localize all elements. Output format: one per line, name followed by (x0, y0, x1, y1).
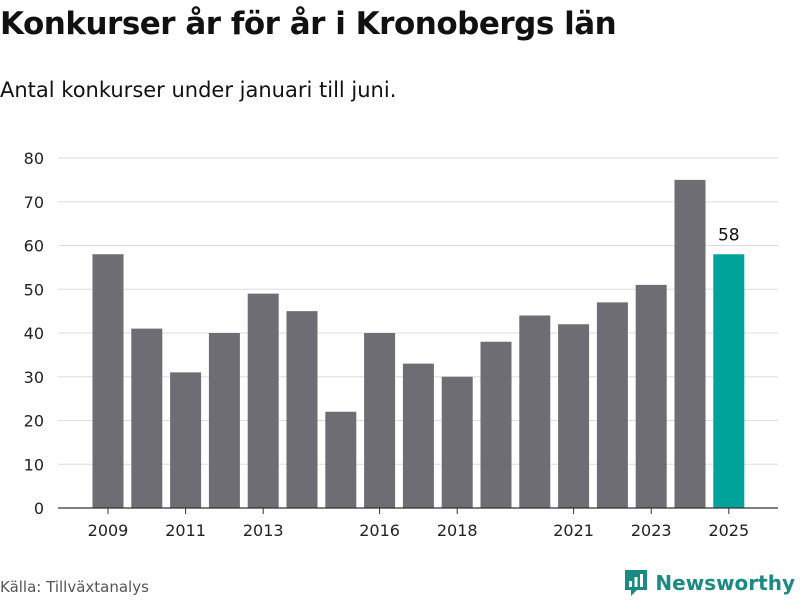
y-tick-label: 60 (24, 237, 44, 256)
y-tick-label: 0 (34, 499, 44, 518)
x-tick-label: 2025 (708, 521, 749, 540)
bar-2010 (131, 328, 163, 508)
bar-2023 (635, 284, 667, 508)
chart-subtitle: Antal konkurser under januari till juni. (0, 78, 397, 102)
bar-2025 (713, 254, 745, 508)
x-tick-label: 2021 (553, 521, 594, 540)
x-tick-label: 2009 (88, 521, 129, 540)
brand-name: Newsworthy (655, 571, 795, 595)
bar-2009 (92, 254, 124, 508)
bar-2022 (596, 302, 628, 508)
y-tick-label: 10 (24, 455, 44, 474)
y-tick-label: 40 (24, 324, 44, 343)
newsworthy-logo-icon (625, 570, 648, 596)
x-tick-label: 2013 (243, 521, 284, 540)
source-note: Källa: Tillväxtanalys (0, 578, 149, 596)
x-tick-label: 2011 (165, 521, 206, 540)
y-tick-label: 30 (24, 368, 44, 387)
y-tick-label: 70 (24, 193, 44, 212)
bar-2018 (441, 376, 473, 508)
chart-title: Konkurser år för år i Kronobergs län (0, 6, 617, 42)
bar-2024 (674, 179, 706, 508)
data-label-2025: 58 (718, 225, 740, 245)
bar-2012 (208, 333, 240, 508)
bar-2019 (480, 341, 512, 508)
x-tick-label: 2018 (437, 521, 478, 540)
brand-logo: Newsworthy (623, 568, 795, 598)
bar-2017 (402, 363, 434, 508)
y-tick-label: 20 (24, 412, 44, 431)
y-tick-label: 50 (24, 280, 44, 299)
bar-2011 (170, 372, 202, 508)
y-tick-label: 80 (24, 149, 44, 168)
bar-2013 (247, 293, 279, 508)
bar-2015 (325, 411, 357, 508)
x-tick-label: 2023 (631, 521, 672, 540)
bar-2021 (558, 324, 590, 508)
bar-2020 (519, 315, 551, 508)
bar-2016 (364, 333, 396, 508)
bar-2014 (286, 311, 318, 508)
x-tick-label: 2016 (359, 521, 400, 540)
